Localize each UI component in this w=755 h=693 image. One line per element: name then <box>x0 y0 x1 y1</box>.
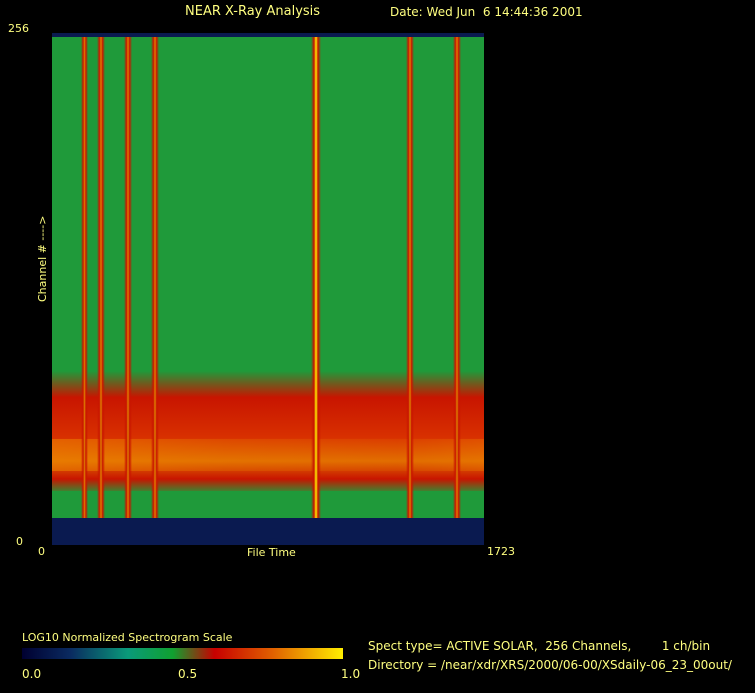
spect-type-info: Spect type= ACTIVE SOLAR, 256 Channels, … <box>368 639 711 653</box>
flare-0 <box>80 37 89 518</box>
date-label: Date: Wed Jun 6 14:44:36 2001 <box>390 5 583 19</box>
y-tick-max: 256 <box>8 22 29 35</box>
flare-4 <box>311 37 321 518</box>
flare-1 <box>96 37 106 518</box>
emission-band <box>52 371 484 491</box>
x-tick-min: 0 <box>38 545 45 558</box>
scale-tick-05: 0.5 <box>178 667 198 681</box>
chart-title: NEAR X-Ray Analysis <box>185 4 321 19</box>
flare-2 <box>123 37 133 518</box>
flare-6 <box>452 37 462 518</box>
flare-5 <box>405 37 415 518</box>
y-tick-min: 0 <box>16 535 23 548</box>
scale-tick-0: 0.0 <box>22 667 42 681</box>
color-scale-bar <box>22 648 343 659</box>
spectrogram-plot <box>52 33 484 545</box>
directory-info: Directory = /near/xdr/XRS/2000/06-00/XSd… <box>368 658 732 672</box>
flare-3 <box>150 37 160 518</box>
spectrogram-field <box>52 37 484 518</box>
x-tick-max: 1723 <box>487 545 515 558</box>
emission-core <box>52 439 484 471</box>
y-axis-label: Channel # ----> <box>36 215 49 302</box>
scale-label: LOG10 Normalized Spectrogram Scale <box>22 631 233 644</box>
scale-tick-1: 1.0 <box>341 667 361 681</box>
x-axis-label: File Time <box>247 546 296 559</box>
